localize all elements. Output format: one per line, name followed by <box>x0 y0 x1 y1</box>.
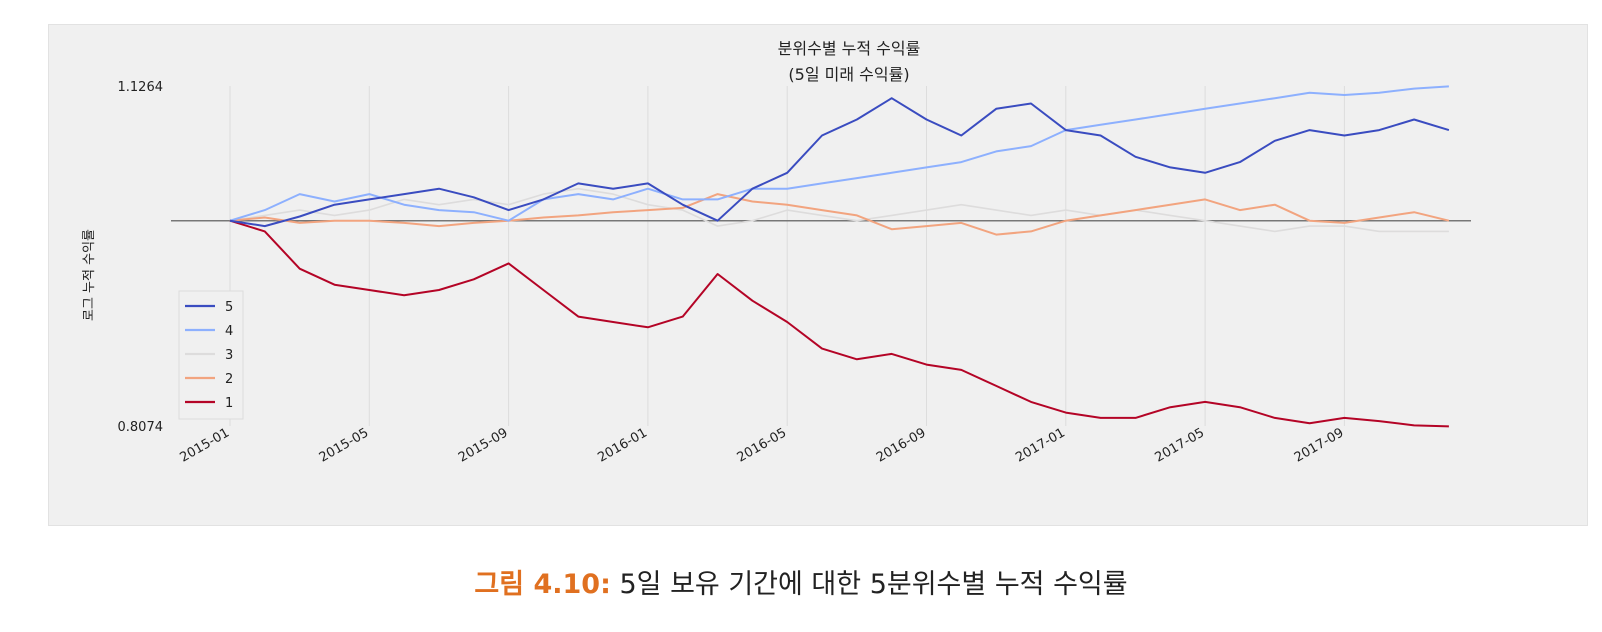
legend-item-1: 1 <box>185 396 233 411</box>
series-line-4 <box>229 85 1449 222</box>
x-tick-label: 2015-01 <box>177 425 232 465</box>
x-tick-label: 2016-05 <box>735 425 790 465</box>
legend-item-4: 4 <box>185 324 233 339</box>
x-tick-label: 2015-05 <box>317 425 372 465</box>
legend-label: 3 <box>225 348 233 363</box>
x-tick-label: 2016-01 <box>595 425 650 465</box>
caption-label: 그림 4.10: <box>474 569 611 600</box>
grid-lines <box>171 86 1471 426</box>
legend-items: 5 4 3 2 1 <box>185 300 233 411</box>
chart-subtitle: (5일 미래 수익률) <box>788 65 909 84</box>
series-line-3 <box>229 187 1449 233</box>
legend: 5 4 3 2 1 <box>178 290 244 420</box>
x-tick-label: 2016-09 <box>874 425 929 465</box>
series-line-5 <box>229 97 1450 228</box>
legend-label: 1 <box>225 396 233 411</box>
legend-item-3: 3 <box>185 348 233 363</box>
series-lines <box>229 85 1450 428</box>
chart-title: 분위수별 누적 수익률 <box>778 39 921 58</box>
x-tick-label: 2017-05 <box>1153 425 1208 465</box>
y-tick-labels: 0.8074 1.1264 <box>118 80 164 435</box>
series-line-1 <box>229 219 1449 428</box>
legend-label: 5 <box>225 300 233 315</box>
y-tick-label: 0.8074 <box>118 420 164 435</box>
line-chart: 분위수별 누적 수익률 (5일 미래 수익률) 로그 누적 수익률 0.8074… <box>82 39 1471 466</box>
y-tick-label: 1.1264 <box>118 80 164 95</box>
legend-label: 4 <box>225 324 233 339</box>
legend-item-2: 2 <box>185 372 233 387</box>
legend-item-5: 5 <box>185 300 233 315</box>
figure-caption: 그림 4.10: 5일 보유 기간에 대한 5분위수별 누적 수익률 <box>0 562 1602 601</box>
x-tick-label: 2015-09 <box>456 425 511 465</box>
chart-figure: 분위수별 누적 수익률 (5일 미래 수익률) 로그 누적 수익률 0.8074… <box>48 24 1588 526</box>
x-tick-labels: 2015-01 2015-05 2015-09 2016-01 2016-05 2016-… <box>177 425 1346 465</box>
series-line-2 <box>229 193 1450 236</box>
caption-text: 5일 보유 기간에 대한 5분위수별 누적 수익률 <box>619 569 1128 600</box>
y-axis-label: 로그 누적 수익률 <box>82 229 97 321</box>
x-tick-label: 2017-09 <box>1292 425 1347 465</box>
legend-label: 2 <box>225 372 233 387</box>
x-tick-label: 2017-01 <box>1013 425 1068 465</box>
